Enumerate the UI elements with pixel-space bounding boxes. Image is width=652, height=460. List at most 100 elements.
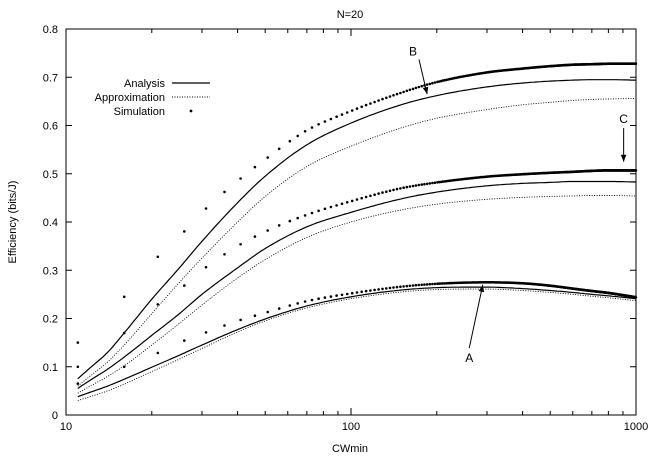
simulation-point	[266, 310, 270, 314]
analysis-line-b	[77, 79, 636, 380]
simulation-point	[373, 193, 376, 196]
annotation-c: C	[619, 112, 628, 126]
simulation-point	[381, 97, 384, 101]
simulation-point	[76, 382, 80, 385]
simulation-point	[303, 130, 307, 133]
simulation-point	[323, 120, 327, 123]
y-tick-label: 0.4	[43, 217, 58, 229]
simulation-point	[364, 195, 368, 199]
simulation-point	[408, 284, 412, 288]
simulation-point	[253, 165, 257, 169]
legend: Analysis Approximation Simulation	[95, 78, 210, 118]
x-tick-label: 100	[342, 421, 360, 433]
simulation-point	[323, 296, 327, 299]
simulation-point	[414, 184, 418, 187]
simulation-point	[340, 113, 344, 116]
simulation-point	[417, 183, 421, 187]
simulation-point	[381, 191, 384, 194]
simulation-point	[364, 289, 368, 293]
simulation-point	[425, 283, 429, 286]
simulation-point	[329, 205, 333, 209]
simulation-point	[303, 214, 307, 217]
legend-marker-simulation	[189, 109, 193, 113]
chart-title: N=20	[337, 9, 364, 21]
simulation-point	[223, 190, 226, 194]
simulation-point	[428, 282, 432, 286]
simulation-point	[399, 187, 402, 190]
simulation-point	[204, 331, 208, 334]
simulation-point	[377, 192, 380, 195]
simulation-point	[310, 298, 314, 302]
simulation-point	[395, 92, 399, 96]
y-tick-label: 0.6	[43, 121, 58, 133]
simulation-point	[335, 204, 338, 207]
y-tick-label: 0.3	[43, 265, 58, 277]
annotations: A B C	[409, 45, 628, 365]
simulation-point	[288, 139, 292, 143]
simulation-point	[156, 255, 160, 259]
legend-label-approximation: Approximation	[95, 92, 165, 104]
simulation-point	[405, 89, 409, 93]
approximation-line-c	[77, 195, 636, 394]
simulation-point	[405, 185, 409, 189]
simulation-points-b	[76, 62, 638, 344]
simulation-point	[345, 292, 349, 296]
simulation-point	[417, 85, 421, 89]
simulation-point	[360, 105, 364, 109]
approximation-line-b	[77, 98, 636, 387]
simulation-point	[377, 99, 380, 102]
simulation-point	[303, 300, 307, 303]
y-tick-label: 0.5	[43, 169, 58, 181]
simulation-point	[414, 86, 418, 90]
simulation-point	[425, 83, 429, 86]
simulation-point	[420, 283, 424, 287]
simulation-point	[388, 286, 392, 290]
simulation-point	[414, 283, 418, 287]
simulation-point	[437, 180, 441, 184]
simulation-point	[437, 282, 441, 285]
simulation-point	[329, 117, 333, 121]
simulation-point	[355, 291, 359, 294]
simulation-point	[369, 194, 372, 198]
annotation-arrowhead-a	[478, 284, 485, 293]
simulation-point	[239, 318, 242, 322]
simulation-point	[360, 290, 364, 294]
simulation-point	[317, 297, 320, 301]
simulation-point	[402, 186, 405, 189]
annotation-a: A	[465, 351, 473, 365]
x-tick-label: 1000	[624, 421, 648, 433]
simulation-point	[183, 230, 186, 233]
simulation-point	[385, 287, 388, 290]
simulation-point	[423, 283, 426, 286]
simulation-point	[395, 285, 399, 289]
simulation-point	[335, 294, 338, 297]
simulation-point	[340, 202, 344, 206]
simulation-point	[350, 291, 354, 295]
simulation-point	[392, 286, 395, 289]
simulation-point	[381, 287, 384, 291]
simulation-point	[350, 199, 354, 203]
annotation-arrowhead-c	[620, 154, 627, 162]
simulation-point	[76, 365, 80, 369]
simulation-point	[420, 84, 424, 88]
simulation-point	[355, 107, 359, 110]
simulation-point	[388, 189, 392, 193]
y-tick-label: 0.2	[43, 314, 58, 326]
y-tick-label: 0.8	[43, 24, 58, 36]
simulation-point	[385, 96, 388, 100]
x-axis-label: CWmin	[332, 443, 368, 455]
simulation-point	[425, 182, 429, 186]
simulation-point	[433, 282, 437, 286]
simulation-point	[369, 289, 372, 292]
simulation-point	[323, 207, 327, 211]
simulation-point	[431, 181, 434, 185]
simulation-point	[364, 103, 368, 107]
simulation-point	[277, 147, 281, 151]
simulation-point	[433, 181, 437, 184]
simulation-point	[399, 285, 402, 289]
simulation-point	[183, 284, 186, 287]
simulation-point	[402, 285, 405, 288]
simulation-point	[239, 177, 242, 180]
simulation-point	[395, 187, 399, 191]
